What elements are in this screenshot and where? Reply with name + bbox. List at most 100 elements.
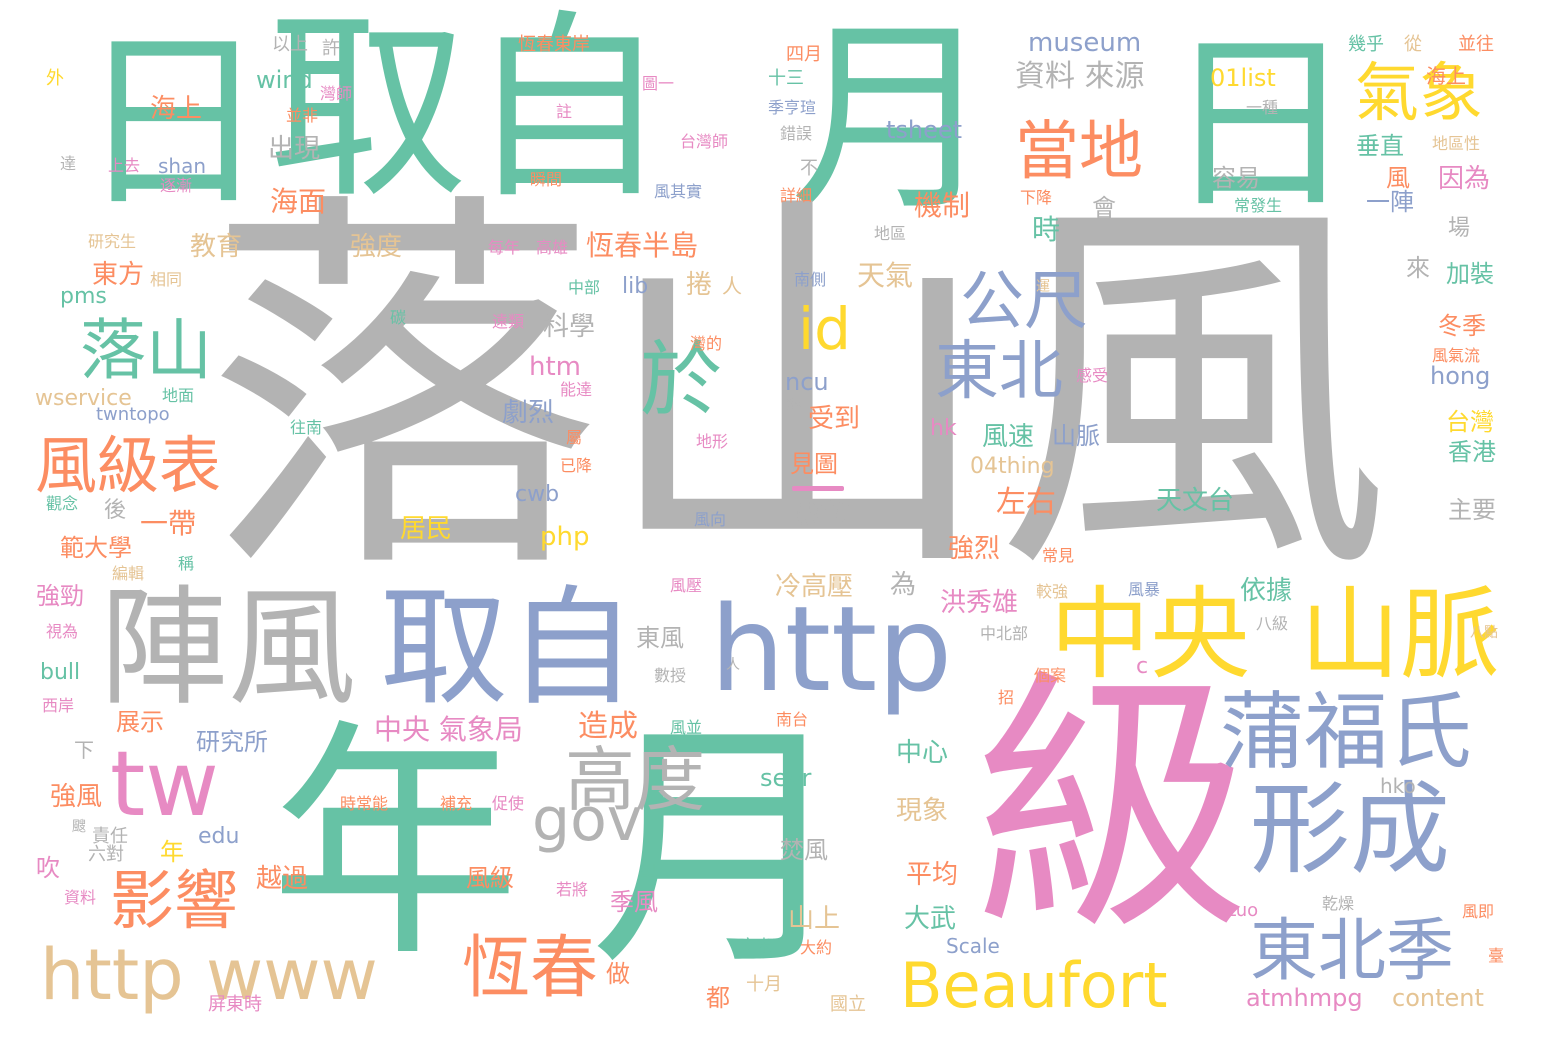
word: 海面 <box>270 185 327 218</box>
word: 碳 <box>390 308 407 327</box>
word: 01list <box>1210 64 1276 92</box>
word: 見圖 <box>790 450 838 478</box>
word: 逐漸 <box>160 176 193 195</box>
word: tw <box>110 732 219 837</box>
word: 每年 <box>488 238 521 257</box>
word: 現象 <box>896 796 949 826</box>
word: 運 <box>1036 279 1050 295</box>
word: 容易 <box>1212 164 1260 192</box>
word: edu <box>198 824 240 849</box>
word: 劇烈 <box>502 398 555 428</box>
word: 一帶 <box>140 507 197 540</box>
word: 高雄 <box>536 238 569 257</box>
word: 山脈 <box>1052 422 1100 450</box>
word: hong <box>1430 362 1491 390</box>
word: 稱 <box>178 554 195 573</box>
word: hko <box>1380 774 1416 798</box>
word: 強勁 <box>36 582 84 610</box>
word: 場 <box>1448 216 1471 241</box>
word: 風速 <box>982 422 1035 452</box>
word: 人 <box>726 657 740 673</box>
word: Beaufort <box>900 949 1168 1022</box>
word: 月 <box>790 1 995 239</box>
word: 依據 <box>1240 576 1293 606</box>
word: 南側 <box>794 270 827 289</box>
word: 都 <box>706 984 730 1012</box>
word: 南台 <box>776 710 809 729</box>
word: 臺 <box>1488 946 1505 965</box>
word: bull <box>40 660 81 685</box>
word: 中央 <box>1050 576 1250 693</box>
word: 招 <box>998 688 1015 707</box>
word: 強風 <box>50 782 103 812</box>
word: 高度 <box>565 739 705 821</box>
word: pms <box>60 284 107 309</box>
word: 來 <box>1406 254 1430 282</box>
word: 下 <box>74 738 94 762</box>
word: 展示 <box>116 708 164 736</box>
word: 形成 <box>1250 771 1450 888</box>
word: 平均 <box>906 860 959 890</box>
word: 東方 <box>92 260 145 290</box>
word: 機制 <box>914 189 971 222</box>
word: 風氣流 <box>1432 346 1481 365</box>
word: 加裝 <box>1446 260 1494 288</box>
word: http www <box>40 934 378 1016</box>
word: 並非 <box>286 106 319 125</box>
word: 風即 <box>1462 902 1495 921</box>
word: 主要 <box>1448 496 1496 524</box>
word: 恆春半島 <box>586 229 699 262</box>
word: 04thing <box>970 454 1055 479</box>
word: 為 <box>890 570 917 600</box>
word: 當地 <box>1015 115 1143 189</box>
word: 約 <box>786 394 803 413</box>
word: content <box>1392 984 1484 1012</box>
word: 因為 <box>1438 164 1491 194</box>
word: museum <box>1028 28 1142 58</box>
word: 日 <box>1165 14 1356 235</box>
word: 國立 <box>830 994 866 1015</box>
word: 地形 <box>696 432 729 451</box>
word: 不 <box>800 158 818 179</box>
word: wind <box>256 66 313 94</box>
word: cwb <box>515 482 560 507</box>
word: tsheet <box>886 116 963 144</box>
word: 年 <box>270 699 520 990</box>
word: 八級 <box>1256 614 1289 633</box>
word: shan <box>158 154 207 178</box>
word: 一種 <box>1246 98 1279 117</box>
word: 研究生 <box>88 232 137 251</box>
word: 恆春 <box>462 929 599 1008</box>
word: 天文台 <box>1156 486 1235 516</box>
word: 颼 <box>72 819 86 835</box>
word: 台灣 <box>1446 408 1494 436</box>
word: 山上 <box>788 904 841 934</box>
word: 已降 <box>560 456 593 475</box>
word: 氣象 <box>1355 57 1483 131</box>
word: twntopo <box>96 404 170 425</box>
word: 以上 <box>272 34 308 55</box>
word: 一陣 <box>1366 188 1414 216</box>
word: gov <box>532 785 643 855</box>
word: 資料 來源 <box>1015 59 1145 94</box>
word: 受到 <box>808 404 861 434</box>
word: 風壓 <box>670 576 703 595</box>
word: 編輯 <box>112 564 145 583</box>
word: 東風 <box>636 624 684 652</box>
word: 瞬間 <box>530 170 563 189</box>
word: 灣師 <box>320 84 353 103</box>
word: 觀念 <box>46 494 79 513</box>
word: 中部 <box>568 278 601 297</box>
word: 風級表 <box>35 429 222 502</box>
word: 影響 <box>110 865 238 939</box>
word: 垂直 <box>1356 132 1404 160</box>
word: hk <box>930 416 957 441</box>
word: 於 <box>640 333 723 428</box>
word: 從 <box>1404 34 1422 55</box>
word: 中北部 <box>980 624 1029 643</box>
word: 屬 <box>566 428 583 447</box>
word: 並往 <box>1458 34 1494 55</box>
word: 日 <box>78 12 269 233</box>
word: 越過 <box>256 864 309 894</box>
